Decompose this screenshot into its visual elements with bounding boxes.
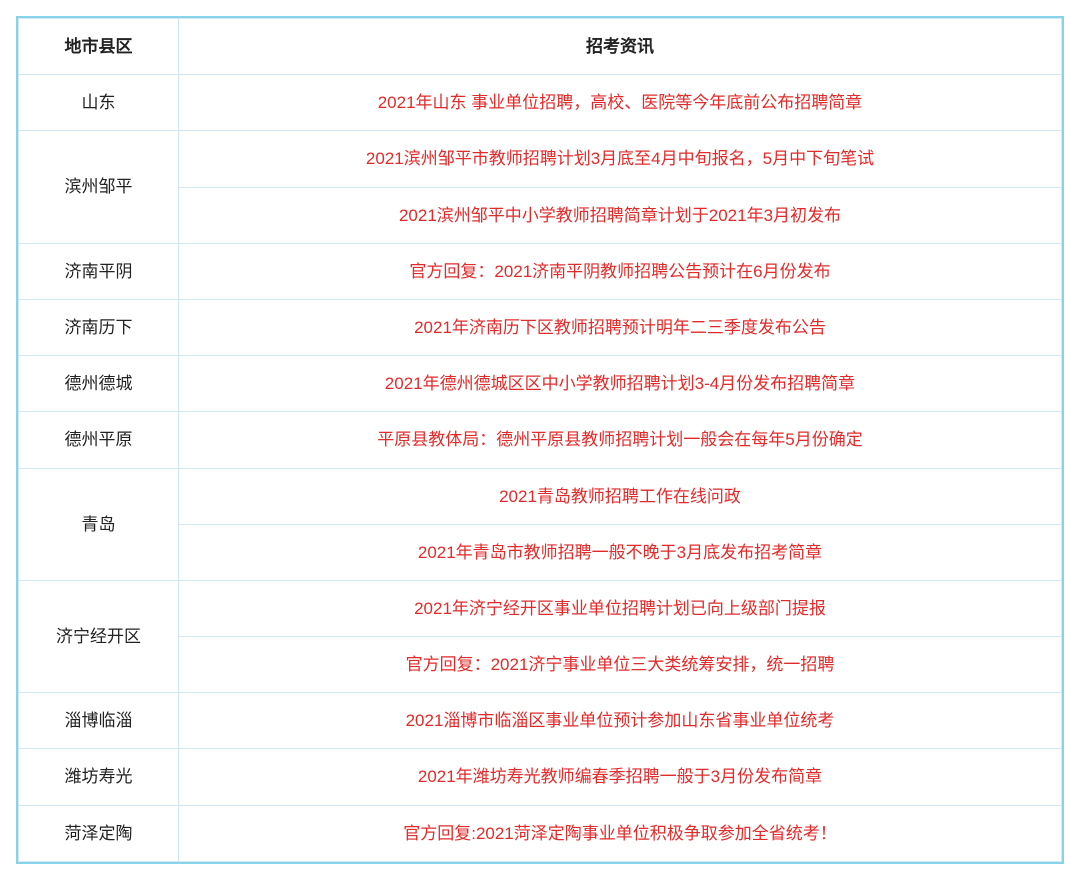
table-row: 潍坊寿光 2021年潍坊寿光教师编春季招聘一般于3月份发布简章 xyxy=(19,749,1062,805)
news-cell[interactable]: 2021年山东 事业单位招聘，高校、医院等今年底前公布招聘简章 xyxy=(179,75,1062,131)
news-cell[interactable]: 2021年潍坊寿光教师编春季招聘一般于3月份发布简章 xyxy=(179,749,1062,805)
news-cell[interactable]: 平原县教体局：德州平原县教师招聘计划一般会在每年5月份确定 xyxy=(179,412,1062,468)
table-row: 济南平阴 官方回复：2021济南平阴教师招聘公告预计在6月份发布 xyxy=(19,243,1062,299)
region-cell: 潍坊寿光 xyxy=(19,749,179,805)
news-cell[interactable]: 2021年济南历下区教师招聘预计明年二三季度发布公告 xyxy=(179,299,1062,355)
recruit-news-table-wrap: 地市县区 招考资讯 山东 2021年山东 事业单位招聘，高校、医院等今年底前公布… xyxy=(16,16,1064,864)
region-cell: 青岛 xyxy=(19,468,179,580)
col-header-region: 地市县区 xyxy=(19,19,179,75)
table-row: 滨州邹平 2021滨州邹平市教师招聘计划3月底至4月中旬报名，5月中下旬笔试 xyxy=(19,131,1062,187)
news-cell[interactable]: 官方回复：2021济宁事业单位三大类统筹安排，统一招聘 xyxy=(179,637,1062,693)
region-cell: 济南平阴 xyxy=(19,243,179,299)
region-cell: 菏泽定陶 xyxy=(19,805,179,861)
news-cell[interactable]: 2021青岛教师招聘工作在线问政 xyxy=(179,468,1062,524)
region-cell: 德州德城 xyxy=(19,356,179,412)
table-body: 山东 2021年山东 事业单位招聘，高校、医院等今年底前公布招聘简章 滨州邹平 … xyxy=(19,75,1062,862)
table-row: 德州平原 平原县教体局：德州平原县教师招聘计划一般会在每年5月份确定 xyxy=(19,412,1062,468)
col-header-news: 招考资讯 xyxy=(179,19,1062,75)
table-row: 德州德城 2021年德州德城区区中小学教师招聘计划3-4月份发布招聘简章 xyxy=(19,356,1062,412)
table-row: 淄博临淄 2021淄博市临淄区事业单位预计参加山东省事业单位统考 xyxy=(19,693,1062,749)
region-cell: 德州平原 xyxy=(19,412,179,468)
region-cell: 济南历下 xyxy=(19,299,179,355)
news-cell[interactable]: 2021年济宁经开区事业单位招聘计划已向上级部门提报 xyxy=(179,580,1062,636)
region-cell: 山东 xyxy=(19,75,179,131)
news-cell[interactable]: 官方回复：2021济南平阴教师招聘公告预计在6月份发布 xyxy=(179,243,1062,299)
news-cell[interactable]: 官方回复:2021菏泽定陶事业单位积极争取参加全省统考！ xyxy=(179,805,1062,861)
news-cell[interactable]: 2021滨州邹平中小学教师招聘简章计划于2021年3月初发布 xyxy=(179,187,1062,243)
news-cell[interactable]: 2021年德州德城区区中小学教师招聘计划3-4月份发布招聘简章 xyxy=(179,356,1062,412)
table-row: 济宁经开区 2021年济宁经开区事业单位招聘计划已向上级部门提报 xyxy=(19,580,1062,636)
table-header-row: 地市县区 招考资讯 xyxy=(19,19,1062,75)
table-row: 济南历下 2021年济南历下区教师招聘预计明年二三季度发布公告 xyxy=(19,299,1062,355)
news-cell[interactable]: 2021淄博市临淄区事业单位预计参加山东省事业单位统考 xyxy=(179,693,1062,749)
table-row: 菏泽定陶 官方回复:2021菏泽定陶事业单位积极争取参加全省统考！ xyxy=(19,805,1062,861)
region-cell: 滨州邹平 xyxy=(19,131,179,243)
table-row: 山东 2021年山东 事业单位招聘，高校、医院等今年底前公布招聘简章 xyxy=(19,75,1062,131)
region-cell: 淄博临淄 xyxy=(19,693,179,749)
table-row: 青岛 2021青岛教师招聘工作在线问政 xyxy=(19,468,1062,524)
recruit-news-table: 地市县区 招考资讯 山东 2021年山东 事业单位招聘，高校、医院等今年底前公布… xyxy=(18,18,1062,862)
news-cell[interactable]: 2021年青岛市教师招聘一般不晚于3月底发布招考简章 xyxy=(179,524,1062,580)
news-cell[interactable]: 2021滨州邹平市教师招聘计划3月底至4月中旬报名，5月中下旬笔试 xyxy=(179,131,1062,187)
region-cell: 济宁经开区 xyxy=(19,580,179,692)
